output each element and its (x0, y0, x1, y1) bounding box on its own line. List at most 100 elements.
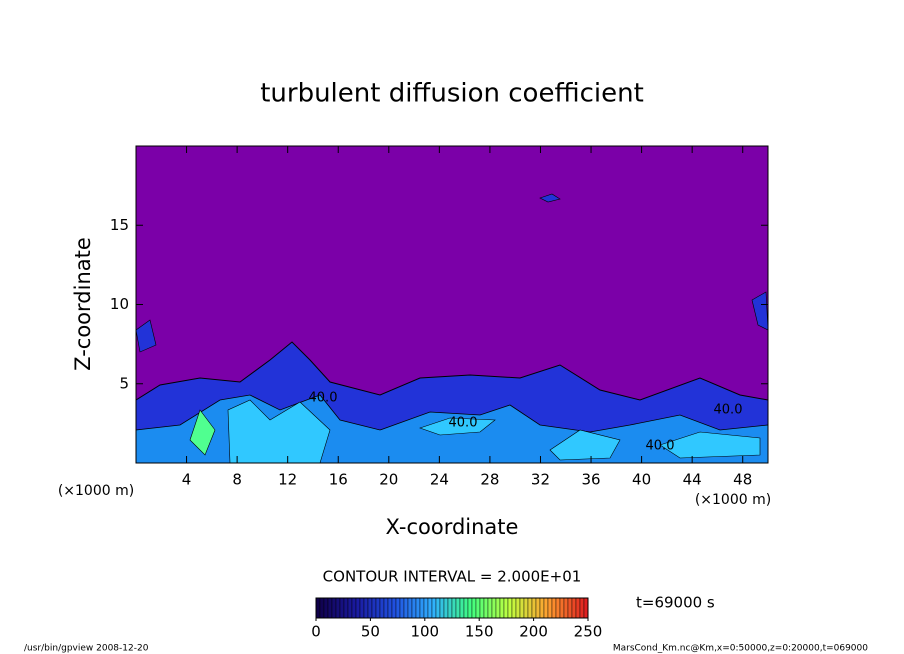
x-tick-label: 20 (379, 471, 398, 489)
colorbar-cell (499, 597, 505, 619)
colorbar-cell (323, 597, 329, 619)
colorbar-cell (571, 597, 577, 619)
contour-interval: CONTOUR INTERVAL = 2.000E+01 (323, 568, 582, 586)
colorbar-cell (455, 597, 461, 619)
colorbar-cell (543, 597, 549, 619)
colorbar-cell (451, 597, 457, 619)
x-tick-label: 12 (278, 471, 297, 489)
contour-label: 40.0 (714, 403, 743, 418)
footer-left: /usr/bin/gpview 2008-12-20 (24, 644, 149, 654)
colorbar-cell (335, 597, 341, 619)
contour-label: 40.0 (646, 439, 675, 454)
colorbar-cell (395, 597, 401, 619)
field-features (135, 193, 769, 464)
colorbar-cell (583, 597, 589, 619)
colorbar-cell (495, 597, 501, 619)
colorbar-cell (315, 597, 321, 619)
y-tick-label: 5 (119, 374, 129, 392)
y-tick-label: 10 (110, 295, 129, 313)
colorbar-cell (351, 597, 357, 619)
x-tick-label: 36 (581, 471, 600, 489)
colorbar-frame (315, 597, 589, 619)
colorbar-cell (551, 597, 557, 619)
colorbar-cell (359, 597, 365, 619)
x-unit-left: (×1000 m) (58, 483, 134, 499)
colorbar-cell (575, 597, 581, 619)
colorbar-cell (435, 597, 441, 619)
colorbar-cell (471, 597, 477, 619)
time-label: t=69000 s (636, 594, 715, 612)
chart-title: turbulent diffusion coefficient (260, 79, 644, 109)
colorbar-cell (507, 597, 513, 619)
colorbar-cell (347, 597, 353, 619)
colorbar-cell (503, 597, 509, 619)
colorbar-cell (411, 597, 417, 619)
colorbar-cell (387, 597, 393, 619)
colorbar-tick-label: 150 (465, 623, 494, 641)
colorbar-cell (531, 597, 537, 619)
colorbar-cell (319, 597, 325, 619)
colorbar-cell (427, 597, 433, 619)
x-tick-label: 8 (232, 471, 242, 489)
y-tick-label: 15 (110, 216, 129, 234)
colorbar-cell (375, 597, 381, 619)
colorbar-cell (447, 597, 453, 619)
colorbar-cell (555, 597, 561, 619)
colorbar-cell (371, 597, 377, 619)
colorbar-tick-label: 100 (410, 623, 439, 641)
colorbar-cell (467, 597, 473, 619)
colorbar-cell (515, 597, 521, 619)
colorbar-cell (567, 597, 573, 619)
x-tick-label: 28 (480, 471, 499, 489)
colorbar-cell (391, 597, 397, 619)
colorbar-cell (563, 597, 569, 619)
colorbar-tick-label: 0 (311, 623, 321, 641)
colorbar-tick-label: 200 (519, 623, 548, 641)
colorbar-cell (459, 597, 465, 619)
x-tick-label: 48 (733, 471, 752, 489)
colorbar-cell (523, 597, 529, 619)
colorbar-cell (327, 597, 333, 619)
contour-label: 40.0 (309, 391, 338, 406)
colorbar-cell (547, 597, 553, 619)
colorbar-cell (343, 597, 349, 619)
x-tick-label: 32 (531, 471, 550, 489)
x-tick-label: 16 (329, 471, 348, 489)
colorbar-cell (487, 597, 493, 619)
x-tick-label: 4 (182, 471, 192, 489)
colorbar-cell (415, 597, 421, 619)
x-tick-label: 44 (683, 471, 702, 489)
colorbar-cell (423, 597, 429, 619)
x-tick-label: 40 (632, 471, 651, 489)
colorbar-cell (431, 597, 437, 619)
colorbar-cell (511, 597, 517, 619)
y-axis-label: Z-coordinate (71, 237, 95, 371)
colorbar-cell (383, 597, 389, 619)
colorbar-cell (331, 597, 337, 619)
colorbar-cell (407, 597, 413, 619)
colorbar-cell (539, 597, 545, 619)
colorbar-cell (419, 597, 425, 619)
colorbar-cell (379, 597, 385, 619)
footer-right: MarsCond_Km.nc@Km,x=0:50000,z=0:20000,t=… (613, 644, 868, 654)
x-axis-label: X-coordinate (386, 515, 519, 539)
colorbar-cell (483, 597, 489, 619)
colorbar-cell (559, 597, 565, 619)
colorbar-cell (475, 597, 481, 619)
colorbar-cell (463, 597, 469, 619)
colorbar-cell (535, 597, 541, 619)
colorbar-tick-label: 50 (361, 623, 380, 641)
colorbar-cell (527, 597, 533, 619)
contour-label: 40.0 (449, 416, 478, 431)
x-tick-label: 24 (430, 471, 449, 489)
colorbar-cell (367, 597, 373, 619)
colorbar-cell (519, 597, 525, 619)
colorbar-cell (403, 597, 409, 619)
colorbar-cell (355, 597, 361, 619)
colorbar-cell (339, 597, 345, 619)
x-unit-right: (×1000 m) (695, 492, 771, 508)
colorbar-cell (579, 597, 585, 619)
colorbar-cell (363, 597, 369, 619)
colorbar-cell (479, 597, 485, 619)
